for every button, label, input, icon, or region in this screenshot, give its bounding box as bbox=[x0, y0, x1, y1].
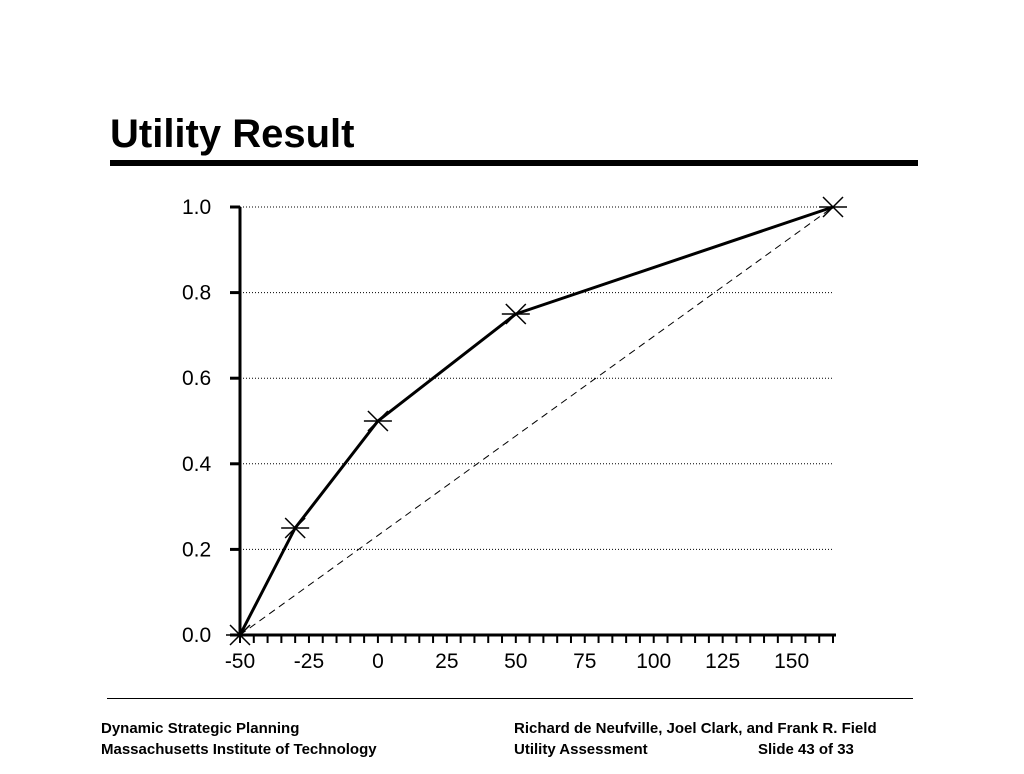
footer-institution: Massachusetts Institute of Technology bbox=[101, 741, 377, 758]
footer-topic: Utility Assessment bbox=[514, 741, 648, 758]
y-tick-label: 0.8 bbox=[182, 282, 211, 305]
data-point-marker bbox=[501, 303, 530, 325]
series-layer bbox=[226, 196, 847, 646]
footer-course: Dynamic Strategic Planning bbox=[101, 720, 300, 737]
reference-dashed-line bbox=[239, 206, 834, 636]
x-tick-label: 75 bbox=[573, 650, 596, 673]
x-tick-label: 25 bbox=[435, 650, 458, 673]
labels-layer: 0.0 0.2 0.4 0.6 0.8 1.0 -50 -25 0 25 50 75 100 125 150 bbox=[182, 196, 809, 673]
x-tick-label: 0 bbox=[372, 650, 384, 673]
data-point-marker bbox=[363, 410, 392, 432]
data-point-marker bbox=[226, 624, 254, 646]
x-tick-label: 50 bbox=[504, 650, 527, 673]
y-tick-label: 0.6 bbox=[182, 367, 211, 390]
x-tick-label: -25 bbox=[294, 650, 324, 673]
y-tick-label: 0.4 bbox=[182, 453, 212, 476]
x-tick-label: 100 bbox=[636, 650, 671, 673]
x-tick-label: 150 bbox=[774, 650, 809, 673]
y-tick-label: 1.0 bbox=[182, 196, 211, 219]
footer-slide-number: Slide 43 of 33 bbox=[758, 741, 854, 758]
footer-authors: Richard de Neufville, Joel Clark, and Fr… bbox=[514, 720, 877, 737]
y-tick-label: 0.2 bbox=[182, 538, 211, 561]
x-tick-label: 125 bbox=[705, 650, 740, 673]
data-point-marker bbox=[281, 517, 310, 539]
title-underline bbox=[110, 160, 918, 166]
footer-divider bbox=[107, 698, 913, 699]
y-tick-label: 0.0 bbox=[182, 624, 211, 647]
slide-title: Utility Result bbox=[110, 112, 355, 156]
x-tick-label: -50 bbox=[225, 650, 255, 673]
grid-layer bbox=[240, 206, 833, 550]
ticks-layer bbox=[230, 205, 834, 643]
data-point-marker bbox=[819, 196, 847, 218]
